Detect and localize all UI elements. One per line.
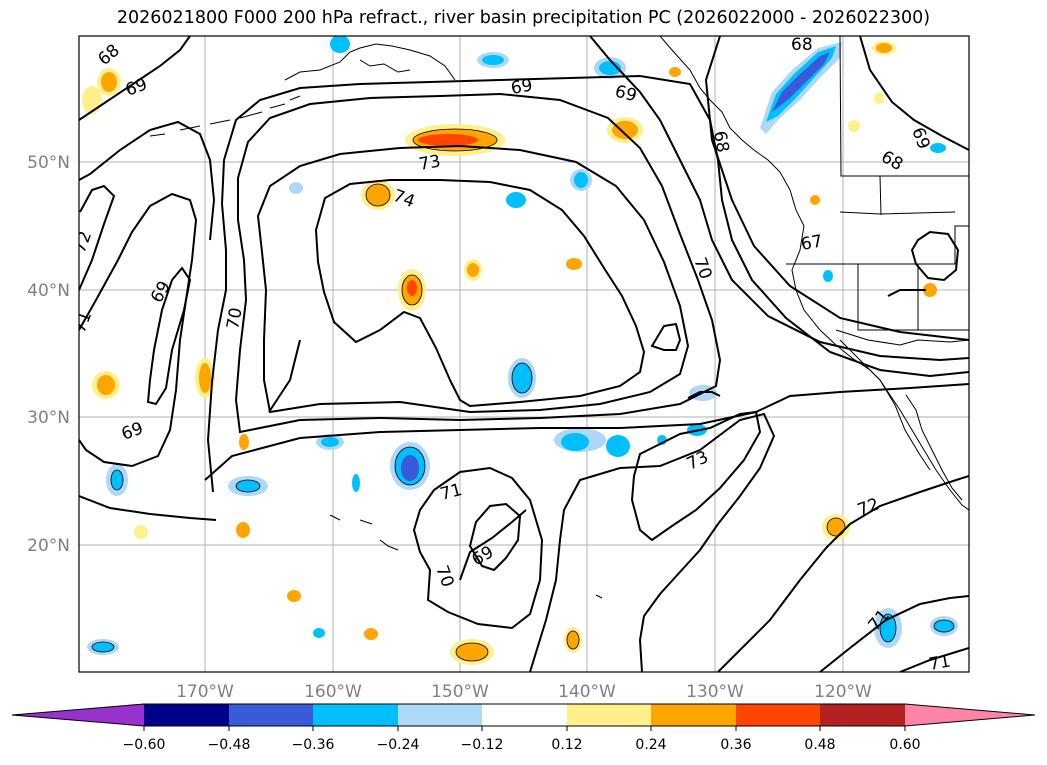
- colorbar-segment: [144, 704, 229, 726]
- colorbar-tick-label: 0.36: [720, 737, 751, 753]
- lat-label: 30°N: [27, 408, 70, 428]
- coastlines: [149, 36, 969, 599]
- lat-label: 20°N: [27, 536, 70, 556]
- lat-label: 40°N: [27, 281, 70, 301]
- lat-label: 50°N: [27, 153, 70, 173]
- colorbar-segment: [398, 704, 482, 726]
- map-title: 2026021800 F000 200 hPa refract., river …: [116, 8, 931, 28]
- colorbar-tick-label: −0.48: [208, 737, 251, 753]
- colorbar-segment: [313, 704, 398, 726]
- contour-label: 70: [223, 306, 246, 331]
- colorbar-segment: [482, 704, 567, 726]
- longitude-labels: 170°W 160°W 150°W 140°W 130°W 120°W: [176, 682, 872, 702]
- lon-label: 140°W: [558, 682, 616, 702]
- colorbar-segment: [905, 704, 1035, 726]
- colorbar-segment: [567, 704, 651, 726]
- contour-label: 67: [799, 231, 824, 254]
- colorbar-tick-label: −0.24: [377, 737, 420, 753]
- colorbar-segment: [820, 704, 905, 726]
- refractivity-contours: [79, 36, 969, 672]
- contour-label: 68: [791, 35, 813, 55]
- lon-label: 120°W: [814, 682, 872, 702]
- colorbar-tick-label: 0.60: [889, 737, 920, 753]
- colorbar: −0.60 −0.48 −0.36 −0.24 −0.12 0.12 0.24 …: [11, 703, 1036, 753]
- map-frame: [78, 35, 970, 673]
- colorbar-segment: [651, 704, 736, 726]
- lon-label: 150°W: [431, 682, 489, 702]
- colorbar-tick-labels: −0.60 −0.48 −0.36 −0.24 −0.12 0.12 0.24 …: [123, 737, 921, 753]
- latitude-labels: 50°N 40°N 30°N 20°N: [27, 153, 70, 556]
- lon-label: 160°W: [304, 682, 362, 702]
- lon-label: 170°W: [176, 682, 234, 702]
- contour-label: 73: [417, 151, 442, 174]
- contour-label: 68: [709, 129, 732, 154]
- contour-label: 71: [927, 651, 952, 674]
- colorbar-tick-label: −0.60: [123, 737, 166, 753]
- contour-label: 69: [509, 75, 534, 98]
- lon-label: 130°W: [686, 682, 744, 702]
- colorbar-segment: [12, 704, 144, 726]
- colorbar-segment: [736, 704, 820, 726]
- colorbar-segment: [229, 704, 313, 726]
- precip-outline-contours: [91, 128, 955, 662]
- colorbar-tick-label: −0.12: [461, 737, 504, 753]
- contour-labels: 68 69 69 69 68 68 73 74 72 71 69 70 70 6…: [79, 35, 952, 674]
- colorbar-tickmarks: [143, 726, 906, 731]
- colorbar-tick-label: 0.24: [635, 737, 666, 753]
- colorbar-tick-label: 0.48: [804, 737, 835, 753]
- colorbar-tick-label: 0.12: [551, 737, 582, 753]
- map-plot-area: 68 69 69 69 68 68 73 74 72 71 69 70 70 6…: [79, 35, 969, 674]
- colorbar-tick-label: −0.36: [292, 737, 335, 753]
